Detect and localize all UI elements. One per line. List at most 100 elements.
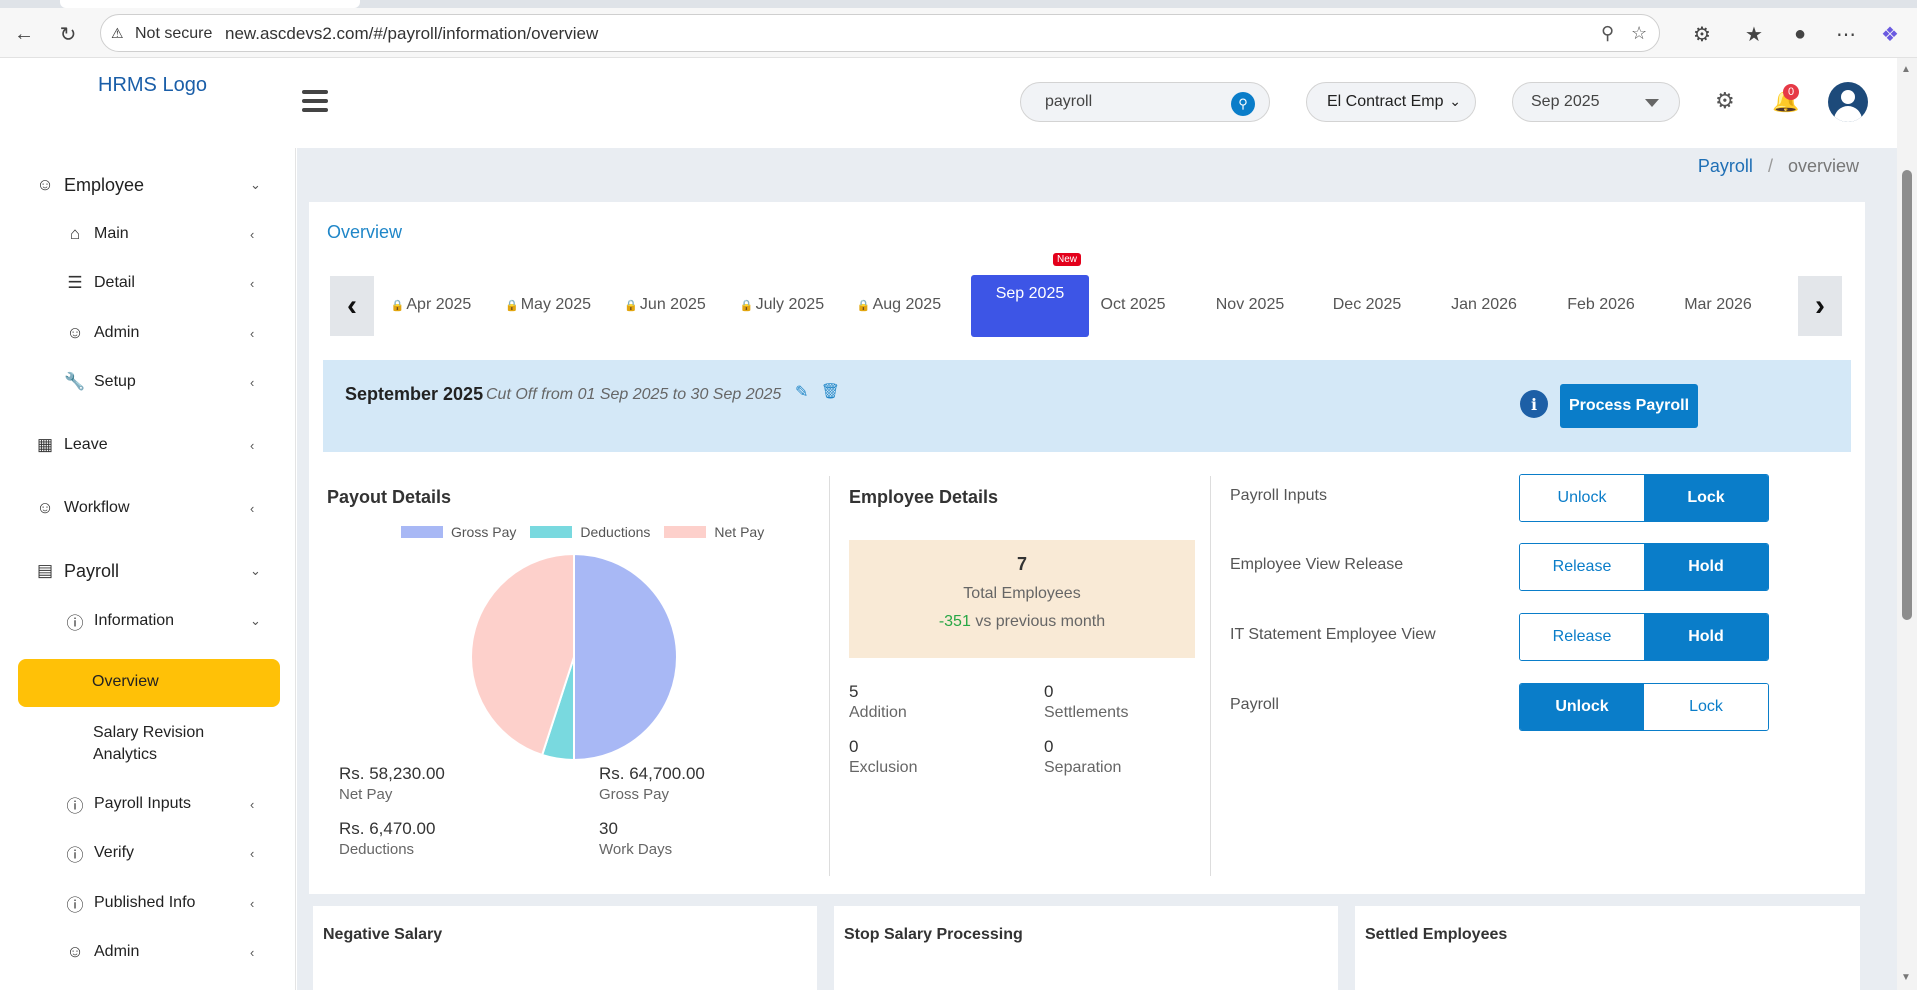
sidebar-item-admin-payroll[interactable]: ☺ Admin ‹ (0, 932, 296, 972)
settled-employees-title: Settled Employees (1365, 926, 1508, 943)
favorites-icon[interactable]: ★ (1745, 23, 1763, 46)
sidebar-item-salary-revision[interactable]: Salary Revision Analytics (93, 722, 204, 766)
process-payroll-button[interactable]: Process Payroll (1560, 384, 1698, 428)
sidebar-item-information[interactable]: ⓘ Information ⌄ (0, 601, 296, 641)
cutoff-text: Cut Off from 01 Sep 2025 to 30 Sep 2025 (486, 386, 782, 403)
info-icon[interactable]: i (1520, 390, 1548, 418)
divider (829, 476, 830, 876)
scroll-up-icon[interactable]: ▲ (1901, 64, 1911, 75)
sidebar-item-label: Detail (94, 274, 135, 291)
addition-stat: 5 Addition (849, 682, 907, 722)
it-statement-release-button[interactable]: Release (1520, 614, 1644, 660)
browser-tab-strip (0, 0, 1917, 8)
it-statement-hold-button[interactable]: Hold (1644, 614, 1768, 660)
search-icon[interactable]: ⚲ (1231, 92, 1255, 116)
sidebar-item-overview[interactable]: Overview (18, 659, 280, 707)
sidebar-item-label: Payroll (64, 560, 120, 581)
sidebar-item-main[interactable]: ⌂ Main ‹ (0, 214, 296, 254)
sidebar-item-workflow[interactable]: ☺ Workflow ‹ (0, 488, 296, 528)
month-label: Mar 2026 (1684, 296, 1752, 313)
employee-view-release-button[interactable]: Release (1520, 544, 1644, 590)
browser-active-tab[interactable] (60, 0, 360, 8)
employee-details-title: Employee Details (849, 487, 999, 507)
month-tab-oct-2025[interactable]: Oct 2025 (1083, 296, 1183, 314)
sidebar-item-verify[interactable]: ⓘ Verify ‹ (0, 833, 296, 873)
trash-icon[interactable]: 🗑 (821, 383, 841, 400)
extensions-icon[interactable]: ⚙ (1693, 23, 1711, 46)
prev-month-button[interactable]: ‹ (330, 276, 374, 336)
back-icon[interactable]: ← (14, 22, 34, 45)
info-circle-icon: ⓘ (66, 895, 84, 915)
more-icon[interactable]: ⋯ (1836, 23, 1856, 46)
next-month-button[interactable]: › (1798, 276, 1842, 336)
page-scrollbar[interactable]: ▲ ▼ (1897, 58, 1917, 990)
sidebar-item-payroll-inputs[interactable]: ⓘ Payroll Inputs ‹ (0, 784, 296, 824)
chevron-left-icon: ‹ (250, 845, 255, 861)
month-tab-may-2025[interactable]: 🔒 May 2025 (498, 296, 598, 314)
month-label: Dec 2025 (1332, 296, 1402, 313)
user-icon: ☺ (66, 942, 84, 961)
employee-type-select[interactable]: El Contract Emp ⌄ (1306, 82, 1476, 122)
settings-gear-icon[interactable]: ⚙ (1715, 88, 1735, 113)
address-bar[interactable]: ⚠ Not secure new.ascdevs2.com/#/payroll/… (100, 14, 1660, 52)
hrms-logo[interactable]: HRMS Logo (98, 74, 207, 96)
payroll-lock-button[interactable]: Lock (1644, 684, 1768, 730)
overview-tab[interactable]: Overview (327, 222, 403, 242)
legend-item-net-pay[interactable]: Net Pay (664, 524, 764, 540)
month-tab-apr-2025[interactable]: 🔒 Apr 2025 (381, 296, 481, 314)
month-tab-jan-2026[interactable]: Jan 2026 (1434, 296, 1534, 314)
sidebar-item-detail[interactable]: ☰ Detail ‹ (0, 263, 296, 303)
sidebar-item-payroll[interactable]: ▤ Payroll ⌄ (0, 551, 296, 591)
month-tab-sep-2025[interactable]: Sep 2025 (971, 275, 1089, 337)
deductions-label: Deductions (339, 841, 415, 858)
total-employees-label: Total Employees (963, 585, 1081, 602)
legend-item-gross-pay[interactable]: Gross Pay (401, 524, 516, 540)
pie-slice-gross-pay[interactable] (573, 552, 678, 762)
total-employees-box: 7 Total Employees -351 vs previous month (849, 540, 1195, 658)
scrollbar-thumb[interactable] (1902, 170, 1912, 620)
url-text[interactable]: new.ascdevs2.com/#/payroll/information/o… (225, 24, 599, 43)
payroll-inputs-unlock-button[interactable]: Unlock (1520, 475, 1644, 521)
employee-view-hold-button[interactable]: Hold (1644, 544, 1768, 590)
search-input[interactable]: payroll ⚲ (1020, 82, 1270, 122)
month-tab-jun-2025[interactable]: 🔒 Jun 2025 (615, 296, 715, 314)
it-statement-label: IT Statement Employee View (1230, 626, 1436, 643)
pie-slice-net-pay[interactable] (470, 552, 575, 757)
month-tab-july-2025[interactable]: 🔒 July 2025 (732, 296, 832, 314)
sidebar-item-published-info[interactable]: ⓘ Published Info ‹ (0, 883, 296, 923)
month-label: Feb 2026 (1567, 296, 1635, 313)
copilot-icon[interactable]: ❖ (1881, 23, 1899, 46)
legend-item-deductions[interactable]: Deductions (530, 524, 650, 540)
profile-icon[interactable]: ● (1793, 22, 1807, 45)
user-avatar[interactable] (1828, 82, 1868, 122)
lock-icon: 🔒 (505, 300, 519, 312)
delta-label: vs previous month (975, 613, 1106, 630)
sidebar-item-admin[interactable]: ☺ Admin ‹ (0, 313, 296, 353)
wrench-icon: 🔧 (64, 372, 86, 391)
sidebar-item-label: Admin (94, 324, 140, 341)
month-tab-mar-2026[interactable]: Mar 2026 (1668, 296, 1768, 314)
zoom-icon[interactable]: ⚲ (1601, 23, 1615, 43)
chevron-left-icon: ‹ (250, 500, 255, 516)
pencil-icon[interactable]: ✎ (795, 384, 809, 401)
payroll-lock-label: Payroll (1230, 696, 1279, 713)
month-tab-nov-2025[interactable]: Nov 2025 (1200, 296, 1300, 314)
scroll-down-icon[interactable]: ▼ (1901, 972, 1911, 983)
lock-icon: 🔒 (856, 300, 871, 312)
payroll-unlock-button[interactable]: Unlock (1520, 684, 1644, 730)
sidebar-item-label: Salary Revision (93, 724, 205, 741)
month-tab-dec-2025[interactable]: Dec 2025 (1317, 296, 1417, 314)
payroll-inputs-lock-button[interactable]: Lock (1644, 475, 1768, 521)
menu-toggle-icon[interactable] (302, 90, 328, 117)
breadcrumb-payroll-link[interactable]: Payroll (1697, 156, 1753, 176)
month-label: Aug 2025 (872, 296, 942, 313)
month-tab-aug-2025[interactable]: 🔒 Aug 2025 (849, 296, 949, 314)
reload-icon[interactable]: ↻ (59, 23, 77, 46)
sidebar-item-employee[interactable]: ☺ Employee ⌄ (0, 165, 296, 205)
month-select[interactable]: Sep 2025 (1512, 82, 1680, 122)
star-icon[interactable]: ☆ (1631, 23, 1648, 43)
sidebar-item-leave[interactable]: ▦ Leave ‹ (0, 425, 296, 465)
security-label: Not secure (135, 25, 213, 42)
sidebar-item-setup[interactable]: 🔧 Setup ‹ (0, 362, 296, 402)
month-tab-feb-2026[interactable]: Feb 2026 (1551, 296, 1651, 314)
